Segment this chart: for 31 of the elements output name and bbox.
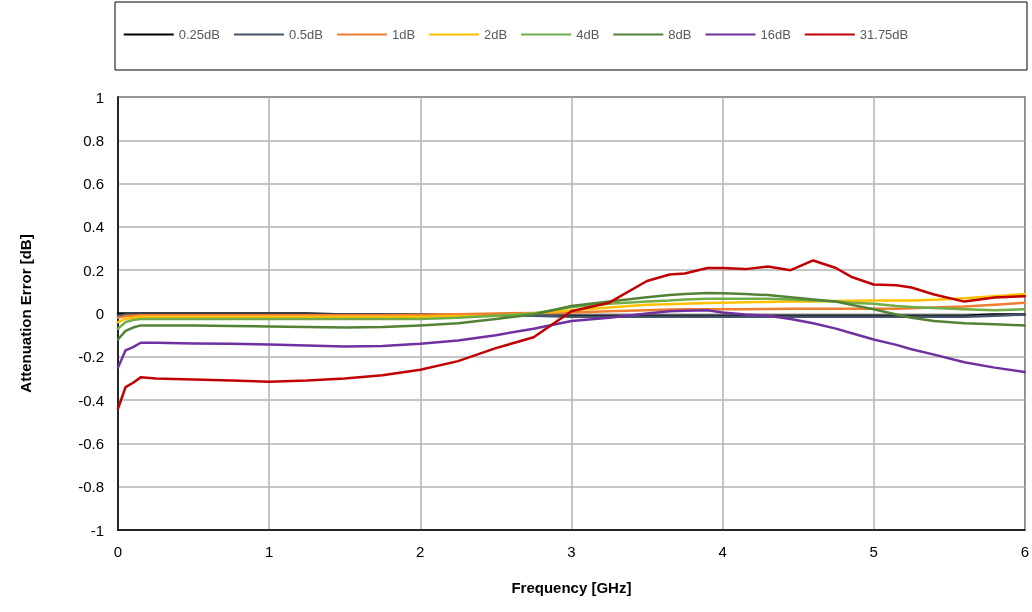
y-tick-label: 0.4 bbox=[83, 218, 104, 236]
line-series bbox=[116, 309, 1027, 374]
y-tick-label: 1 bbox=[95, 88, 104, 106]
legend-label: 1dB bbox=[391, 27, 416, 42]
line-series bbox=[116, 259, 1027, 411]
legend-label: 4dB bbox=[576, 27, 600, 42]
legend-label: 31.75dB bbox=[859, 27, 909, 42]
x-axis-title: Frequency [GHz] bbox=[511, 579, 632, 596]
legend-label: 0.5dB bbox=[288, 27, 323, 42]
y-tick-label: -0.4 bbox=[78, 391, 104, 409]
legend-label: 0.25dB bbox=[178, 27, 220, 42]
legend-label: 2dB bbox=[484, 27, 508, 42]
y-tick-label: -1 bbox=[90, 521, 104, 539]
x-tick-label: 3 bbox=[567, 543, 576, 560]
line-series bbox=[116, 291, 1027, 341]
y-tick-label: 0 bbox=[95, 305, 104, 322]
y-tick-label: 0.2 bbox=[83, 261, 104, 279]
y-tick-label: -0.2 bbox=[78, 348, 104, 366]
y-tick-label: -0.8 bbox=[78, 478, 104, 496]
x-tick-label: 2 bbox=[416, 543, 425, 560]
y-tick-label: 0.8 bbox=[83, 131, 104, 149]
x-tick-label: 1 bbox=[264, 543, 274, 560]
x-tick-label: 6 bbox=[1020, 543, 1029, 560]
legend-label: 16dB bbox=[760, 27, 791, 42]
x-tick-label: 4 bbox=[718, 543, 727, 560]
y-tick-label: 0.6 bbox=[83, 175, 104, 193]
y-axis-title: Attenuation Error [dB] bbox=[17, 234, 34, 393]
x-tick-label: 5 bbox=[869, 543, 878, 560]
y-tick-label: -0.6 bbox=[78, 434, 104, 452]
legend-label: 8dB bbox=[668, 27, 692, 42]
x-tick-label: 0 bbox=[113, 543, 123, 560]
